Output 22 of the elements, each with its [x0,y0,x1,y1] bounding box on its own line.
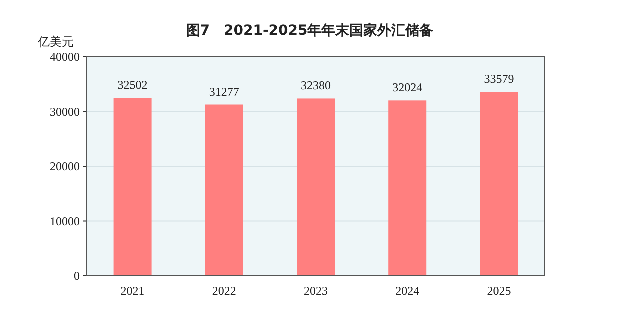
bar [205,104,244,276]
x-tick-label: 2022 [212,284,236,298]
x-tick-label: 2025 [487,284,512,298]
y-tick-label: 40000 [50,50,80,64]
data-label: 32024 [392,80,423,95]
y-tick-label: 20000 [50,160,80,174]
x-tick-label: 2021 [120,284,145,298]
y-axis-title: 亿美元 [37,35,74,49]
chart-title: 图7 2021-2025年年末国家外汇储备 [186,22,434,39]
y-tick-label: 30000 [50,104,80,119]
y-tick-label: 0 [74,269,80,283]
y-tick-label: 10000 [50,214,80,228]
data-label: 31277 [209,84,240,99]
data-label: 32380 [301,78,331,93]
bar [388,100,427,276]
bar [114,98,152,276]
x-tick-label: 2023 [304,284,328,298]
x-tick-label: 2024 [396,284,420,298]
bar [297,98,335,276]
data-label: 32502 [118,78,148,92]
data-label: 33579 [484,72,514,86]
bar [480,92,518,276]
